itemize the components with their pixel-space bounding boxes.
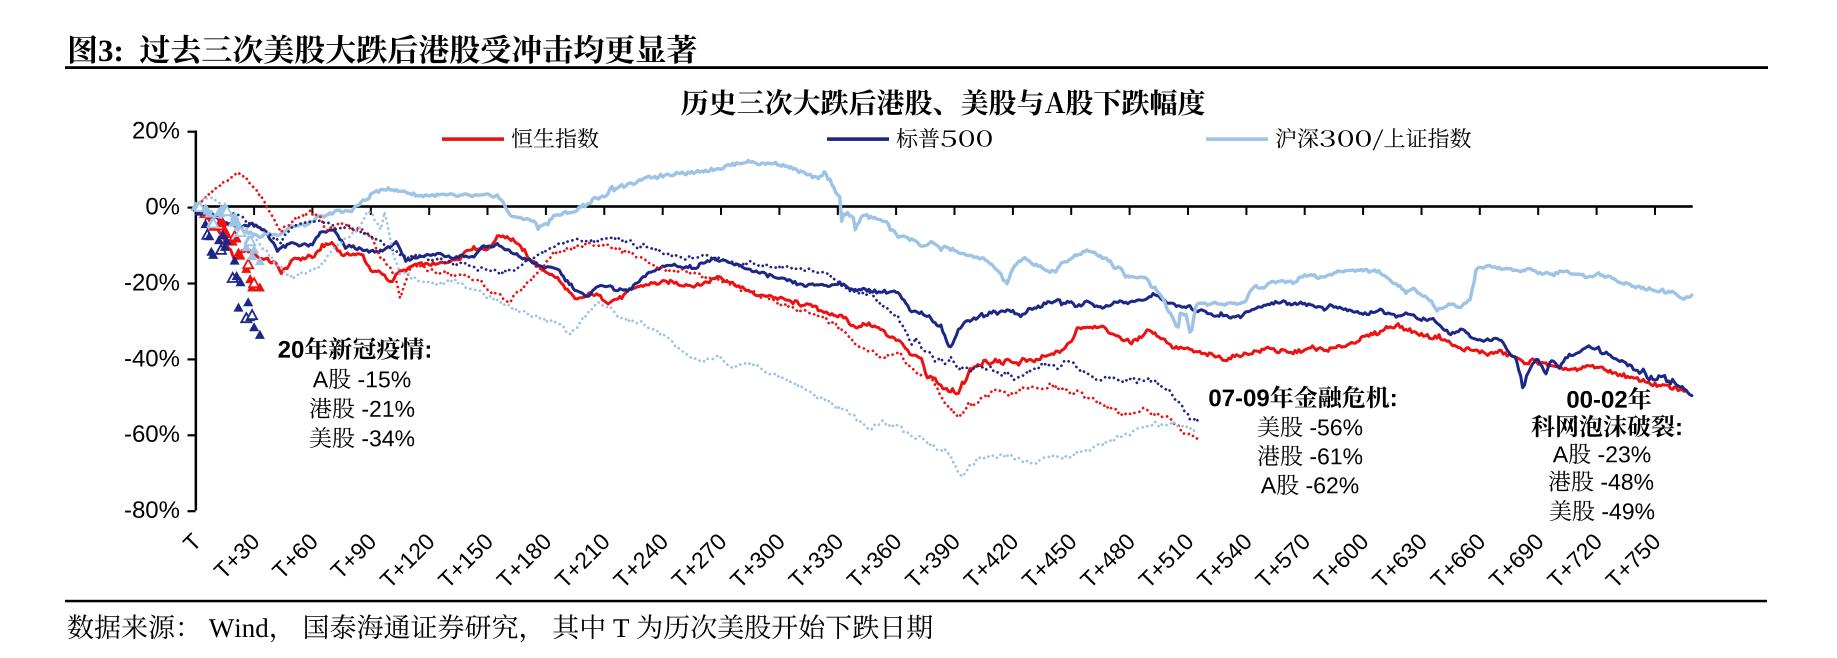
svg-text:20%: 20% xyxy=(132,118,180,145)
svg-text:0%: 0% xyxy=(145,194,180,221)
svg-text:-40%: -40% xyxy=(124,345,180,372)
svg-text:-20%: -20% xyxy=(124,269,180,296)
svg-text:-60%: -60% xyxy=(124,421,180,448)
svg-text:-80%: -80% xyxy=(124,497,180,524)
